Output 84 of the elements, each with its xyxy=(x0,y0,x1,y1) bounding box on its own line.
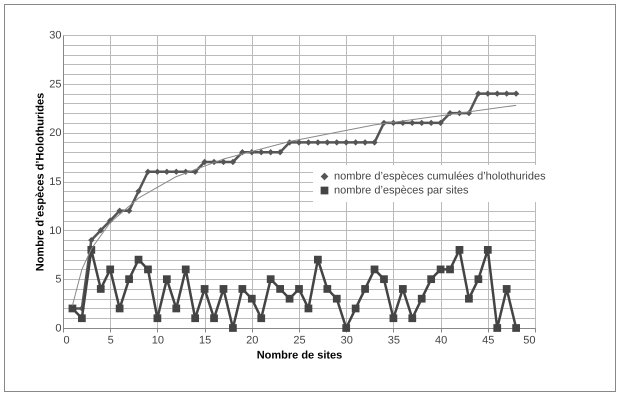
point xyxy=(398,285,407,293)
point xyxy=(371,139,378,146)
point xyxy=(493,324,502,332)
x-tick-label: 50 xyxy=(523,334,536,346)
point xyxy=(342,324,350,332)
point xyxy=(484,90,491,97)
point xyxy=(418,120,425,126)
y-tick-label: 30 xyxy=(49,30,62,42)
point xyxy=(229,324,237,332)
x-tick-label: 25 xyxy=(293,334,306,346)
x-tick-label: 15 xyxy=(198,334,212,346)
point xyxy=(144,266,152,274)
x-tick-label: 10 xyxy=(152,334,164,346)
point xyxy=(332,294,341,303)
y-axis-title: Nombre d’espèces d’Holothurides xyxy=(34,92,46,272)
point xyxy=(248,294,256,303)
point xyxy=(409,120,416,126)
x-tick-label: 35 xyxy=(388,334,400,346)
x-tick-label: 5 xyxy=(108,334,114,346)
point xyxy=(266,275,275,284)
point xyxy=(334,139,340,146)
point xyxy=(465,294,473,303)
point xyxy=(474,275,482,284)
point xyxy=(135,188,142,194)
point xyxy=(296,139,302,146)
point xyxy=(88,236,94,244)
point xyxy=(380,275,388,284)
point xyxy=(494,90,500,97)
point xyxy=(323,285,332,293)
point xyxy=(343,139,350,146)
point xyxy=(98,227,104,234)
point xyxy=(370,266,378,274)
point xyxy=(456,246,464,254)
point xyxy=(191,314,200,322)
point xyxy=(106,266,114,274)
y-tick-label: 25 xyxy=(49,78,62,90)
point xyxy=(201,158,208,166)
y-tick-label: 5 xyxy=(55,274,62,286)
point xyxy=(295,285,303,293)
point xyxy=(116,304,124,312)
x-tick-label: 40 xyxy=(434,334,448,346)
y-tick-label: 15 xyxy=(49,176,62,188)
point xyxy=(238,285,246,293)
point xyxy=(220,285,228,293)
point xyxy=(200,285,208,293)
point xyxy=(390,314,398,322)
point xyxy=(418,294,426,303)
x-tick-label: 0 xyxy=(64,334,70,346)
y-tick-label: 0 xyxy=(55,322,62,334)
point xyxy=(436,266,444,274)
y-tick-label: 10 xyxy=(49,224,62,237)
point xyxy=(304,304,312,312)
point xyxy=(504,90,510,97)
point xyxy=(134,256,142,264)
point xyxy=(512,324,520,332)
point xyxy=(286,294,294,303)
x-axis-title: Nombre de sites xyxy=(256,350,342,362)
point xyxy=(96,285,105,293)
point xyxy=(210,314,218,322)
point xyxy=(172,304,180,312)
point xyxy=(276,285,284,293)
point xyxy=(352,304,360,312)
point xyxy=(314,256,322,264)
point xyxy=(446,266,454,274)
point xyxy=(324,139,330,146)
legend-label: nombre d’espèces par sites xyxy=(334,184,470,196)
point xyxy=(230,158,236,166)
point xyxy=(428,120,434,126)
x-tick-label: 20 xyxy=(246,334,258,346)
point xyxy=(182,266,190,274)
point xyxy=(78,314,86,322)
point xyxy=(125,275,133,284)
point xyxy=(361,285,369,293)
point xyxy=(154,314,162,322)
point xyxy=(484,246,492,254)
x-tick-label: 45 xyxy=(482,334,494,346)
y-tick-label: 20 xyxy=(49,127,62,140)
point xyxy=(427,275,436,284)
legend-label: nombre d’espèces cumulées d’holothurides xyxy=(334,170,546,182)
x-tick-label: 30 xyxy=(340,334,353,346)
point xyxy=(408,314,416,322)
point xyxy=(502,285,511,293)
point xyxy=(162,275,171,284)
point xyxy=(257,314,266,322)
